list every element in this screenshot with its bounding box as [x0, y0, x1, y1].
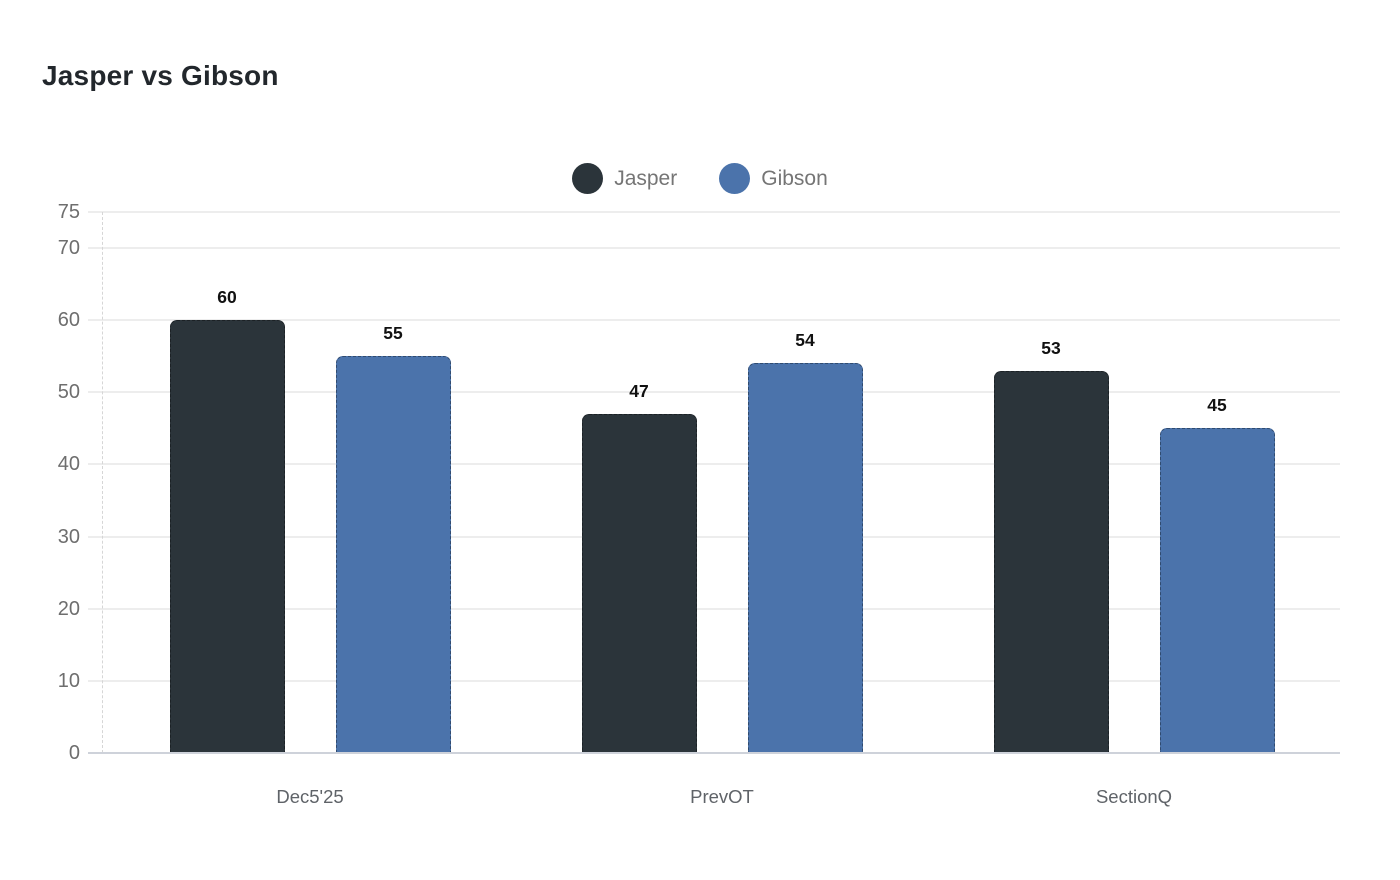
gridline — [88, 247, 1340, 250]
gibson-series-marker-icon — [719, 163, 751, 194]
y-tick-label: 70 — [57, 237, 80, 260]
bar-jasper — [993, 370, 1109, 752]
bar-gibson — [1159, 428, 1275, 752]
gridline — [88, 679, 1340, 682]
y-tick-label: 50 — [57, 381, 80, 404]
bar-jasper — [581, 413, 697, 752]
chart-title: Jasper vs Gibson — [42, 60, 279, 91]
gridline — [88, 607, 1340, 610]
legend: Jasper Gibson — [0, 163, 1400, 194]
bar-value-label: 53 — [1041, 337, 1061, 358]
bar-value-label: 60 — [217, 287, 237, 308]
jasper-series-marker-icon — [572, 163, 604, 194]
gridline — [88, 535, 1340, 538]
x-category-label: Dec5'25 — [276, 786, 344, 807]
gridline — [88, 211, 1340, 213]
y-tick-label: 40 — [57, 453, 80, 476]
bar-value-label: 47 — [629, 380, 649, 401]
bar-value-label: 55 — [383, 323, 403, 344]
legend-label-gibson: Gibson — [761, 166, 828, 190]
gridline — [88, 319, 1340, 322]
legend-item-gibson[interactable]: Gibson — [719, 163, 828, 194]
legend-label-jasper: Jasper — [614, 166, 678, 190]
y-tick-label: 10 — [57, 669, 80, 692]
x-category-label: SectionQ — [1095, 786, 1173, 807]
y-tick-label: 75 — [57, 201, 80, 223]
bar-gibson — [335, 356, 451, 752]
y-tick-label: 30 — [57, 525, 80, 548]
gridline — [88, 463, 1340, 466]
y-tick-label: 60 — [57, 309, 80, 332]
x-category-label: PrevOT — [690, 786, 754, 807]
x-axis-baseline — [88, 752, 1340, 754]
bar-gibson — [747, 363, 863, 752]
y-axis-dashed-line — [102, 212, 103, 753]
y-tick-label: 20 — [57, 597, 80, 620]
bar-value-label: 54 — [795, 330, 815, 351]
gridline — [88, 391, 1340, 394]
y-tick-label: 0 — [68, 742, 80, 764]
bar-value-label: 45 — [1207, 395, 1227, 416]
bar-jasper — [169, 320, 285, 752]
legend-item-jasper[interactable]: Jasper — [572, 163, 677, 194]
